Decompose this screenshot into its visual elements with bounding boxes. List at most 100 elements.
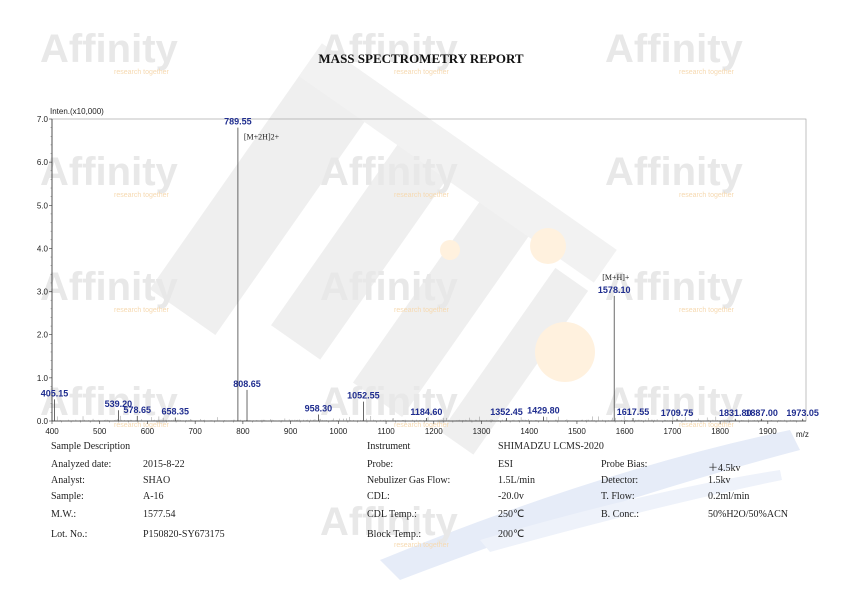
x-tick-label: 1900 [759, 427, 777, 436]
peak-label: 789.55 [224, 117, 252, 127]
peak-label: 539.20 [105, 399, 133, 409]
y-tick-label: 3.0 [37, 288, 49, 297]
x-tick-label: 1100 [377, 427, 395, 436]
watermark-tagline: research together [394, 69, 450, 76]
peak-label: 1973.05 [786, 408, 819, 418]
watermark-stroke [352, 169, 552, 417]
watermark-tagline: research together [114, 422, 170, 429]
y-tick-label: 4.0 [37, 244, 49, 253]
info-value: -20.0v [498, 491, 524, 502]
watermark-tagline: research together [394, 192, 450, 199]
y-tick-label: 0.0 [37, 417, 49, 426]
axis-ticks: 400 500 600 700 800 900 1000 1100 1200 1300 1400 15… [37, 115, 797, 436]
watermark-logo: Affinity [320, 380, 459, 424]
y-axis-label: Inten.(x10,000) [50, 107, 104, 116]
watermark-tagline: research together [394, 542, 450, 549]
peak-label: 1617.55 [617, 407, 650, 417]
watermark-stroke [149, 43, 388, 336]
watermark-tagline: research together [114, 307, 170, 314]
peak-label: 405.15 [41, 388, 69, 398]
info-label: Nebulizer Gas Flow: [367, 475, 451, 486]
info-value: ESI [498, 459, 513, 470]
info-label: M.W.: [51, 509, 77, 520]
watermark-tagline: research together [679, 307, 735, 314]
peak-label: 1429.80 [527, 406, 560, 416]
watermark-tagline: research together [114, 192, 170, 199]
y-tick-label: 6.0 [37, 158, 49, 167]
watermark-tagline: research together [114, 69, 170, 76]
x-tick-label: 400 [45, 427, 59, 436]
peak-label: 958.30 [305, 404, 333, 414]
x-tick-label: 1800 [711, 427, 729, 436]
x-tick-label: 500 [93, 427, 107, 436]
info-label: Probe: [367, 459, 394, 470]
watermark-logo: Affinity [40, 265, 179, 309]
info-value: 250℃ [498, 509, 525, 520]
plot-border [51, 118, 807, 422]
report-title: MASS SPECTROMETRY REPORT [318, 51, 524, 66]
x-tick-label: 800 [236, 427, 250, 436]
x-tick-label: 600 [141, 427, 155, 436]
plot-frame [51, 118, 807, 422]
info-label: CDL: [367, 491, 390, 502]
x-tick-label: 1500 [568, 427, 586, 436]
watermark-dot [535, 322, 595, 382]
watermark-logo: Affinity [320, 500, 459, 544]
info-value: ＋4.5kv [708, 463, 741, 474]
x-tick-label: 1200 [425, 427, 443, 436]
watermark-swoosh [480, 470, 782, 552]
watermark-logo: Affinity [40, 27, 179, 71]
peak-label: 578.65 [123, 405, 151, 415]
large-watermark-graphic [149, 43, 617, 455]
watermark-tagline: research together [679, 192, 735, 199]
info-label: Sample Description [51, 441, 131, 452]
peak-annotation: [M+H]+ [602, 273, 630, 282]
info-label: Detector: [601, 475, 639, 486]
info-value: 1.5L/min [498, 475, 535, 486]
y-tick-label: 2.0 [37, 331, 49, 340]
x-tick-label: 1700 [663, 427, 681, 436]
x-tick-label: 1300 [473, 427, 491, 436]
x-tick-label: 1600 [616, 427, 634, 436]
info-label: Analyzed date: [51, 459, 112, 470]
watermark-stroke [298, 43, 617, 283]
info-value: A-16 [143, 491, 164, 502]
info-value: SHAO [143, 475, 171, 486]
watermark-logo: Affinity [605, 150, 744, 194]
y-tick-label: 5.0 [37, 201, 49, 210]
peak-label: 1184.60 [410, 407, 442, 417]
watermark-logo: Affinity [40, 380, 179, 424]
watermark-logo: Affinity [320, 265, 459, 309]
watermark-tagline: research together [679, 422, 735, 429]
info-label: B. Conc.: [601, 509, 640, 520]
info-label: T. Flow: [601, 491, 635, 502]
watermark-logo: Affinity [605, 380, 744, 424]
x-tick-label: 700 [188, 427, 202, 436]
watermark-logo: Affinity [320, 150, 459, 194]
watermark-tagline: research together [679, 69, 735, 76]
info-value: 50%H2O/50%ACN [708, 509, 788, 520]
watermark-logo: Affinity [40, 150, 179, 194]
info-label: Instrument [367, 441, 411, 452]
info-label: Analyst: [51, 475, 85, 486]
info-value: P150820-SY673175 [143, 529, 225, 540]
info-label: Block Temp.: [367, 529, 422, 540]
watermark-logo: Affinity [605, 265, 744, 309]
peak-label: 1709.75 [661, 408, 694, 418]
info-label: Probe Bias: [601, 459, 648, 470]
info-value: 1.5kv [708, 475, 731, 486]
watermark-logo: Affinity [320, 27, 459, 71]
x-tick-label: 1400 [520, 427, 538, 436]
watermark-stroke [440, 267, 589, 455]
info-value: 1577.54 [143, 509, 176, 520]
watermark-logo: Affinity [605, 27, 744, 71]
baseline-noise [52, 415, 804, 421]
x-tick-label: 1000 [329, 427, 347, 436]
peak-label: 1352.45 [490, 407, 523, 417]
watermark-tagline: research together [394, 307, 450, 314]
info-label: CDL Temp.: [367, 509, 417, 520]
info-value: SHIMADZU LCMS-2020 [498, 441, 604, 452]
